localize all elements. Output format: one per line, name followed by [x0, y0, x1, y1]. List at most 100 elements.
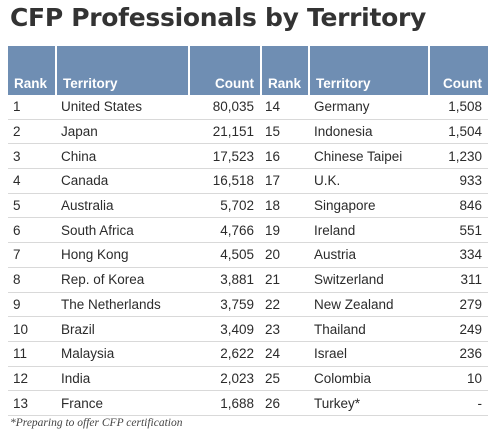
rank-right-cell: 16: [260, 144, 308, 170]
count-left-cell: 80,035: [188, 95, 260, 120]
territory-left-cell: Brazil: [55, 317, 188, 342]
territory-right-cell: Indonesia: [308, 120, 428, 145]
territory-right-cell: Israel: [308, 342, 428, 367]
header-rank-right: Rank: [260, 46, 308, 95]
rank-left-cell: 5: [8, 194, 55, 219]
count-left-cell: 5,702: [188, 194, 260, 219]
territory-left-cell: The Netherlands: [55, 293, 188, 318]
table-header: Rank Territory Count Rank Territory Coun…: [8, 46, 488, 95]
territory-right-cell: New Zealand: [308, 293, 428, 318]
chart-title: CFP Professionals by Territory: [10, 3, 427, 32]
territory-right-cell: Chinese Taipei: [308, 144, 428, 170]
rank-left-cell: 9: [8, 293, 55, 318]
territory-right-cell: Thailand: [308, 317, 428, 342]
territory-right-cell: Germany: [308, 95, 428, 120]
territory-left-cell: Australia: [55, 194, 188, 219]
count-right-cell: 10: [428, 367, 488, 392]
territory-left-cell: Hong Kong: [55, 243, 188, 268]
table-body: 1 United States 80,035 14 Germany 1,508 2 Japan…: [8, 95, 488, 416]
table-row: 6 South Africa 4,766 19 Ireland 551: [8, 218, 488, 244]
count-left-cell: 3,759: [188, 293, 260, 318]
territory-left-cell: South Africa: [55, 218, 188, 244]
count-left-cell: 3,409: [188, 317, 260, 342]
header-row: Rank Territory Count Rank Territory Coun…: [8, 46, 488, 95]
territory-right-cell: Ireland: [308, 218, 428, 244]
count-right-cell: 933: [428, 169, 488, 194]
header-rank-left: Rank: [8, 46, 55, 95]
table-row: 2 Japan 21,151 15 Indonesia 1,504: [8, 120, 488, 145]
rank-right-cell: 21: [260, 268, 308, 293]
table-row: 10 Brazil 3,409 23 Thailand 249: [8, 317, 488, 342]
count-left-cell: 4,505: [188, 243, 260, 268]
rank-left-cell: 8: [8, 268, 55, 293]
header-count-right: Count: [428, 46, 488, 95]
territory-table-container: Rank Territory Count Rank Territory Coun…: [8, 46, 488, 416]
rank-left-cell: 6: [8, 218, 55, 244]
rank-left-cell: 7: [8, 243, 55, 268]
territory-right-cell: Singapore: [308, 194, 428, 219]
count-left-cell: 2,023: [188, 367, 260, 392]
territory-left-cell: United States: [55, 95, 188, 120]
table-row: 13 France 1,688 26 Turkey* -: [8, 391, 488, 416]
table-row: 5 Australia 5,702 18 Singapore 846: [8, 194, 488, 219]
count-left-cell: 21,151: [188, 120, 260, 145]
count-right-cell: 334: [428, 243, 488, 268]
count-left-cell: 2,622: [188, 342, 260, 367]
territory-left-cell: Canada: [55, 169, 188, 194]
territory-left-cell: Japan: [55, 120, 188, 145]
count-right-cell: 249: [428, 317, 488, 342]
territory-left-cell: China: [55, 144, 188, 170]
header-count-left: Count: [188, 46, 260, 95]
table-row: 7 Hong Kong 4,505 20 Austria 334: [8, 243, 488, 268]
header-territory-right: Territory: [308, 46, 428, 95]
territory-right-cell: U.K.: [308, 169, 428, 194]
rank-right-cell: 19: [260, 218, 308, 244]
table-row: 3 China 17,523 16 Chinese Taipei 1,230: [8, 144, 488, 170]
rank-right-cell: 24: [260, 342, 308, 367]
count-right-cell: 846: [428, 194, 488, 219]
rank-right-cell: 26: [260, 391, 308, 416]
count-right-cell: 1,504: [428, 120, 488, 145]
territory-left-cell: Rep. of Korea: [55, 268, 188, 293]
rank-left-cell: 13: [8, 391, 55, 416]
table-row: 9 The Netherlands 3,759 22 New Zealand 279: [8, 293, 488, 318]
count-left-cell: 17,523: [188, 144, 260, 170]
table-row: 1 United States 80,035 14 Germany 1,508: [8, 95, 488, 120]
table-row: 11 Malaysia 2,622 24 Israel 236: [8, 342, 488, 367]
count-right-cell: 236: [428, 342, 488, 367]
count-left-cell: 3,881: [188, 268, 260, 293]
count-right-cell: 551: [428, 218, 488, 244]
rank-left-cell: 4: [8, 169, 55, 194]
count-right-cell: 1,230: [428, 144, 488, 170]
territory-right-cell: Colombia: [308, 367, 428, 392]
rank-left-cell: 10: [8, 317, 55, 342]
header-territory-left: Territory: [55, 46, 188, 95]
count-right-cell: 311: [428, 268, 488, 293]
footnote: *Preparing to offer CFP certification: [10, 417, 183, 429]
count-left-cell: 1,688: [188, 391, 260, 416]
rank-right-cell: 15: [260, 120, 308, 145]
count-right-cell: 1,508: [428, 95, 488, 120]
table-row: 12 India 2,023 25 Colombia 10: [8, 367, 488, 392]
territory-right-cell: Turkey*: [308, 391, 428, 416]
table-row: 4 Canada 16,518 17 U.K. 933: [8, 169, 488, 194]
count-right-cell: 279: [428, 293, 488, 318]
rank-left-cell: 3: [8, 144, 55, 170]
rank-right-cell: 23: [260, 317, 308, 342]
rank-right-cell: 20: [260, 243, 308, 268]
count-left-cell: 16,518: [188, 169, 260, 194]
rank-left-cell: 1: [8, 95, 55, 120]
territory-left-cell: Malaysia: [55, 342, 188, 367]
rank-left-cell: 2: [8, 120, 55, 145]
count-right-cell: -: [428, 391, 488, 416]
rank-right-cell: 17: [260, 169, 308, 194]
territory-table: Rank Territory Count Rank Territory Coun…: [8, 46, 488, 416]
count-left-cell: 4,766: [188, 218, 260, 244]
rank-right-cell: 25: [260, 367, 308, 392]
table-row: 8 Rep. of Korea 3,881 21 Switzerland 311: [8, 268, 488, 293]
rank-left-cell: 11: [8, 342, 55, 367]
territory-right-cell: Austria: [308, 243, 428, 268]
territory-left-cell: France: [55, 391, 188, 416]
rank-right-cell: 22: [260, 293, 308, 318]
territory-right-cell: Switzerland: [308, 268, 428, 293]
